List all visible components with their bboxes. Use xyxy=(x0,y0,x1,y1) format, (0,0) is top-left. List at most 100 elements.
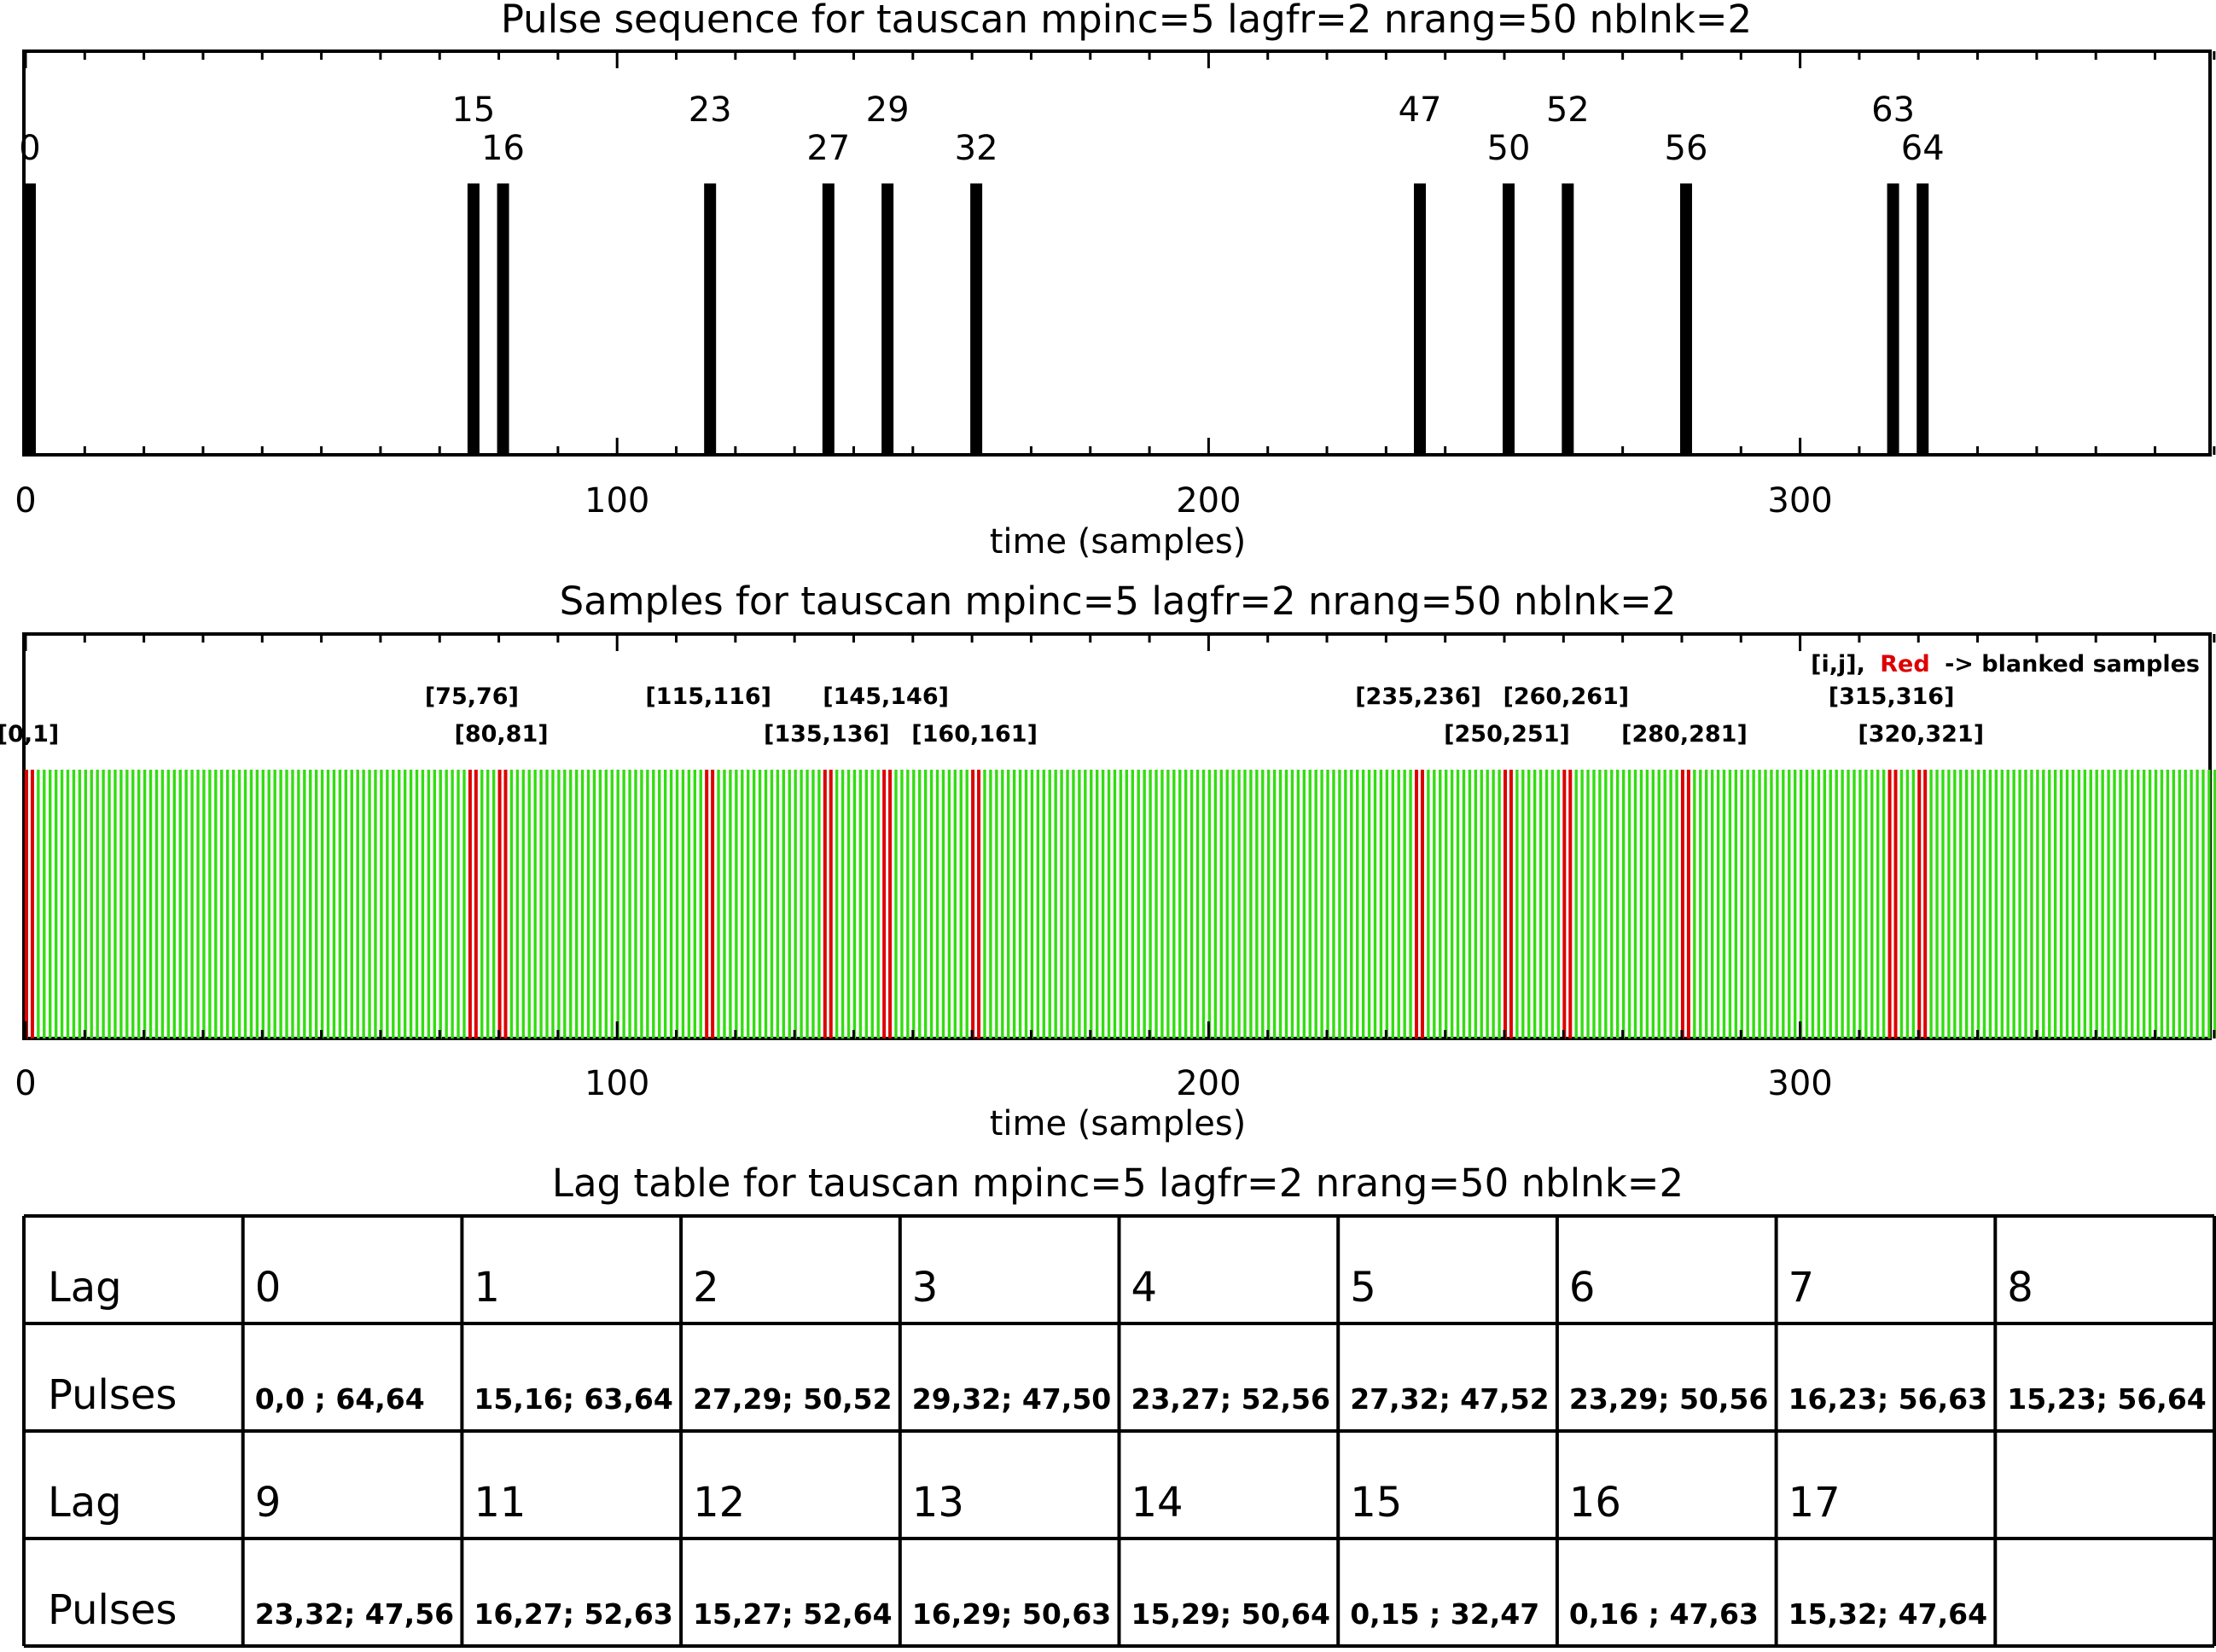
lag-table-panel: Lag table for tauscan mpinc=5 lagfr=2 nr… xyxy=(22,1160,2216,1648)
pulse-bar xyxy=(970,183,983,455)
blanked-label: [115,116] xyxy=(645,683,771,710)
pulse-axis-tick-label: 0 xyxy=(15,481,36,521)
pulse-bar xyxy=(822,183,835,455)
pulse-label: 64 xyxy=(1901,129,1945,168)
blanked-label: [160,161] xyxy=(911,721,1038,747)
blanked-label: [0,1] xyxy=(0,721,59,747)
pulse-bar xyxy=(1887,183,1899,455)
table-cell: 11 xyxy=(474,1479,526,1527)
table-cell: 0 xyxy=(255,1264,282,1312)
blanked-label: [75,76] xyxy=(425,683,519,710)
legend-red-word: Red xyxy=(1880,651,1929,678)
table-cell: 14 xyxy=(1131,1479,1184,1527)
pulse-bar xyxy=(24,183,36,455)
table-cell: 29,32; 47,50 xyxy=(912,1382,1111,1416)
sample-lines xyxy=(37,770,2216,1038)
table-cell: 4 xyxy=(1131,1264,1158,1312)
table-cell: 15 xyxy=(1350,1479,1402,1527)
table-cell: 3 xyxy=(912,1264,939,1312)
samples-x-axis-label: time (samples) xyxy=(990,1104,1247,1143)
pulse-bar xyxy=(1916,183,1929,455)
table-cell: 16,29; 50,63 xyxy=(912,1597,1111,1631)
table-cell: 15,16; 63,64 xyxy=(474,1382,672,1416)
table-cell: 17 xyxy=(1789,1479,1841,1527)
pulse-label: 15 xyxy=(451,90,495,130)
blanked-label: [280,281] xyxy=(1621,721,1748,747)
legend-prefix: [i,j], xyxy=(1811,651,1865,678)
table-cell: 2 xyxy=(693,1264,719,1312)
table-cell: 15,32; 47,64 xyxy=(1789,1597,1987,1631)
pulse-label: 47 xyxy=(1399,90,1442,130)
blanked-sample-lines xyxy=(25,770,1928,1038)
pulse-bar xyxy=(704,183,717,455)
pulse-panel: Pulse sequence for tauscan mpinc=5 lagfr… xyxy=(15,0,2216,561)
pulse-label: 32 xyxy=(955,129,998,168)
pulse-axis-tick-label: 200 xyxy=(1176,481,1241,521)
lag-table-title: Lag table for tauscan mpinc=5 lagfr=2 nr… xyxy=(552,1160,1684,1206)
blanked-label: [250,251] xyxy=(1444,721,1570,747)
pulse-label: 56 xyxy=(1665,129,1708,168)
samples-chart-title: Samples for tauscan mpinc=5 lagfr=2 nran… xyxy=(560,579,1677,624)
pulse-bar xyxy=(467,183,480,455)
table-cell: 23,29; 50,56 xyxy=(1569,1382,1768,1416)
table-cell: 15,23; 56,64 xyxy=(2007,1382,2206,1416)
pulse-label: 23 xyxy=(689,90,732,130)
blanked-label: [260,261] xyxy=(1503,683,1629,710)
pulse-label: 0 xyxy=(19,129,40,168)
table-row-header: Lag xyxy=(48,1479,122,1527)
pulse-label: 50 xyxy=(1487,129,1531,168)
blanked-label: [235,236] xyxy=(1355,683,1481,710)
table-cell: 0,0 ; 64,64 xyxy=(255,1382,425,1416)
blanked-label: [320,321] xyxy=(1858,721,1984,747)
table-cell: 16 xyxy=(1569,1479,1621,1527)
samples-axis-tick-label: 300 xyxy=(1767,1064,1832,1103)
samples-axis-tick-label: 0 xyxy=(15,1064,36,1103)
table-cell: 27,29; 50,52 xyxy=(693,1382,892,1416)
table-cell: 27,32; 47,52 xyxy=(1350,1382,1549,1416)
table-cell: 16,27; 52,63 xyxy=(474,1597,672,1631)
pulse-bar xyxy=(881,183,894,455)
pulse-bar xyxy=(1414,183,1427,455)
samples-axis-tick-label: 100 xyxy=(585,1064,649,1103)
table-cell: 9 xyxy=(255,1479,282,1527)
table-cell: 1 xyxy=(474,1264,500,1312)
table-cell: 23,27; 52,56 xyxy=(1131,1382,1330,1416)
table-cell: 0,16 ; 47,63 xyxy=(1569,1597,1759,1631)
table-cell: 15,27; 52,64 xyxy=(693,1597,892,1631)
table-cell: 8 xyxy=(2007,1264,2033,1312)
pulse-bar xyxy=(1503,183,1515,455)
pulse-bar xyxy=(1562,183,1574,455)
pulse-label: 52 xyxy=(1546,90,1590,130)
pulse-chart-title: Pulse sequence for tauscan mpinc=5 lagfr… xyxy=(501,0,1752,42)
pulse-axis-tick-label: 100 xyxy=(585,481,649,521)
samples-panel: Samples for tauscan mpinc=5 lagfr=2 nran… xyxy=(0,579,2216,1143)
pulse-label: 27 xyxy=(806,129,850,168)
blanked-label: [135,136] xyxy=(764,721,890,747)
pulse-label: 29 xyxy=(866,90,910,130)
table-cell: 23,32; 47,56 xyxy=(255,1597,454,1631)
pulse-axis-tick-label: 300 xyxy=(1767,481,1832,521)
legend-suffix: -> blanked samples xyxy=(1945,651,2200,678)
table-cell: 12 xyxy=(693,1479,745,1527)
pulse-bar xyxy=(497,183,509,455)
pulse-bar xyxy=(1679,183,1692,455)
pulse-label: 16 xyxy=(481,129,525,168)
blanked-label: [145,146] xyxy=(823,683,949,710)
pulse-label: 63 xyxy=(1871,90,1915,130)
blanked-label: [315,316] xyxy=(1829,683,1955,710)
table-cell: 5 xyxy=(1350,1264,1376,1312)
table-row-header: Pulses xyxy=(48,1586,177,1634)
table-row-header: Pulses xyxy=(48,1371,177,1419)
table-cell: 15,29; 50,64 xyxy=(1131,1597,1330,1631)
samples-legend: [i,j], Red -> blanked samples xyxy=(1811,651,2200,678)
table-cell: 13 xyxy=(912,1479,964,1527)
table-cell: 7 xyxy=(1789,1264,1815,1312)
pulse-x-axis: 0 100 200 300 xyxy=(15,51,2216,521)
blanked-labels: [0,1] [75,76] [80,81] [115,116] [135,136] [14… xyxy=(0,683,1984,747)
table-cell: 0,15 ; 32,47 xyxy=(1350,1597,1539,1631)
pulse-x-axis-label: time (samples) xyxy=(990,522,1247,561)
table-cell: 6 xyxy=(1569,1264,1596,1312)
